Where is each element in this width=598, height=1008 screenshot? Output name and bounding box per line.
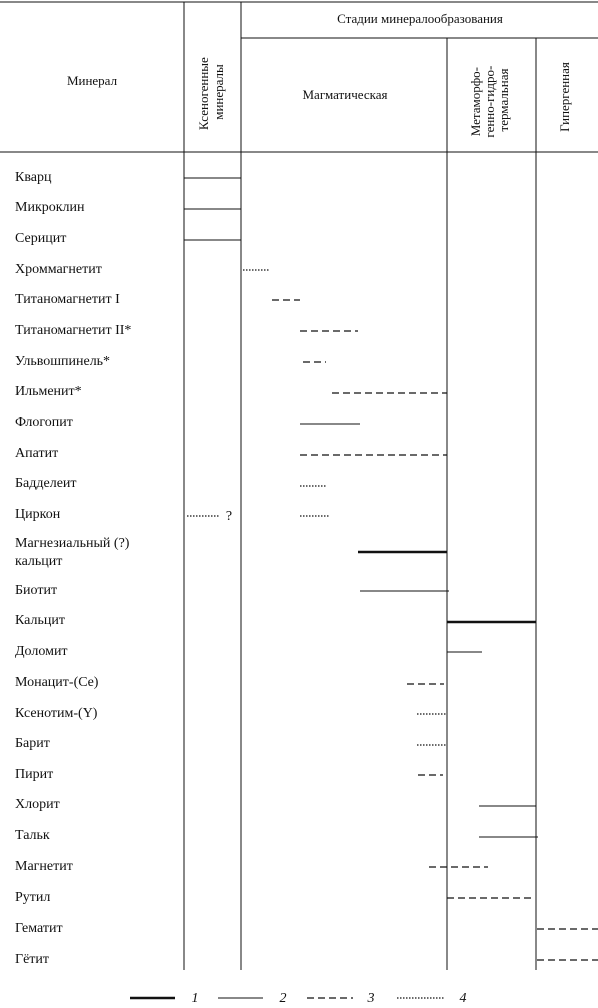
annotation: ? [226,509,232,524]
mineral-name: Магнетит [15,859,73,874]
mineral-name: Пирит [15,767,53,782]
mineral-name: Ильменит* [15,384,82,399]
mineral-name: Микроклин [15,200,85,215]
grid [0,1,598,970]
mineral-name: Барит [15,736,50,751]
header-line: термальная [496,69,511,132]
mineral-name: Магнезиальный (?) [15,536,130,551]
mineral-name: Гематит [15,921,63,936]
legend-label: 1 [192,991,199,1006]
mineral-name: Титаномагнетит I [15,292,120,307]
mineral-name: Ульвошпинель* [15,354,110,369]
mineral-name: Гётит [15,952,49,967]
header-line: генно-гидро- [482,66,497,138]
mineral-name: Тальк [15,828,50,843]
header: Метаморфо- генно-гидро- термальная [468,62,511,137]
mineral-name: Ксенотим-(Y) [15,706,98,721]
header: Гипергенная [557,62,572,132]
mineral-name: Циркон [15,507,61,522]
mineral-name: Хроммагнетит [15,262,102,277]
mineral-name: Серицит [15,231,66,246]
mineral-name: Флогопит [15,415,73,430]
header: Магматическая [303,87,388,102]
mineral-name: Хлорит [15,797,60,812]
legend-label: 2 [280,991,287,1006]
header: Минерал [67,73,118,88]
header-line: Метаморфо- [468,67,483,136]
mineral-name: Доломит [15,644,68,659]
mineral-name: Апатит [15,446,58,461]
mineral-name: Биотит [15,583,57,598]
legend-label: 3 [367,991,375,1006]
legend-label: 4 [460,991,467,1006]
header: Стадии минералообразования [337,11,503,26]
header-line: Ксеногенные [196,57,211,130]
mineral-name: Кварц [15,170,52,185]
mineral-name: Титаномагнетит II* [15,323,131,338]
header-line: минералы [211,64,226,120]
mineral-name: Рутил [15,890,50,905]
mineral-name: Бадделеит [15,476,77,491]
mineral-name: Кальцит [15,613,65,628]
mineral-name: кальцит [15,554,62,569]
mineral-name: Монацит-(Ce) [15,675,99,690]
header: Ксеногенные минералы [196,54,226,130]
